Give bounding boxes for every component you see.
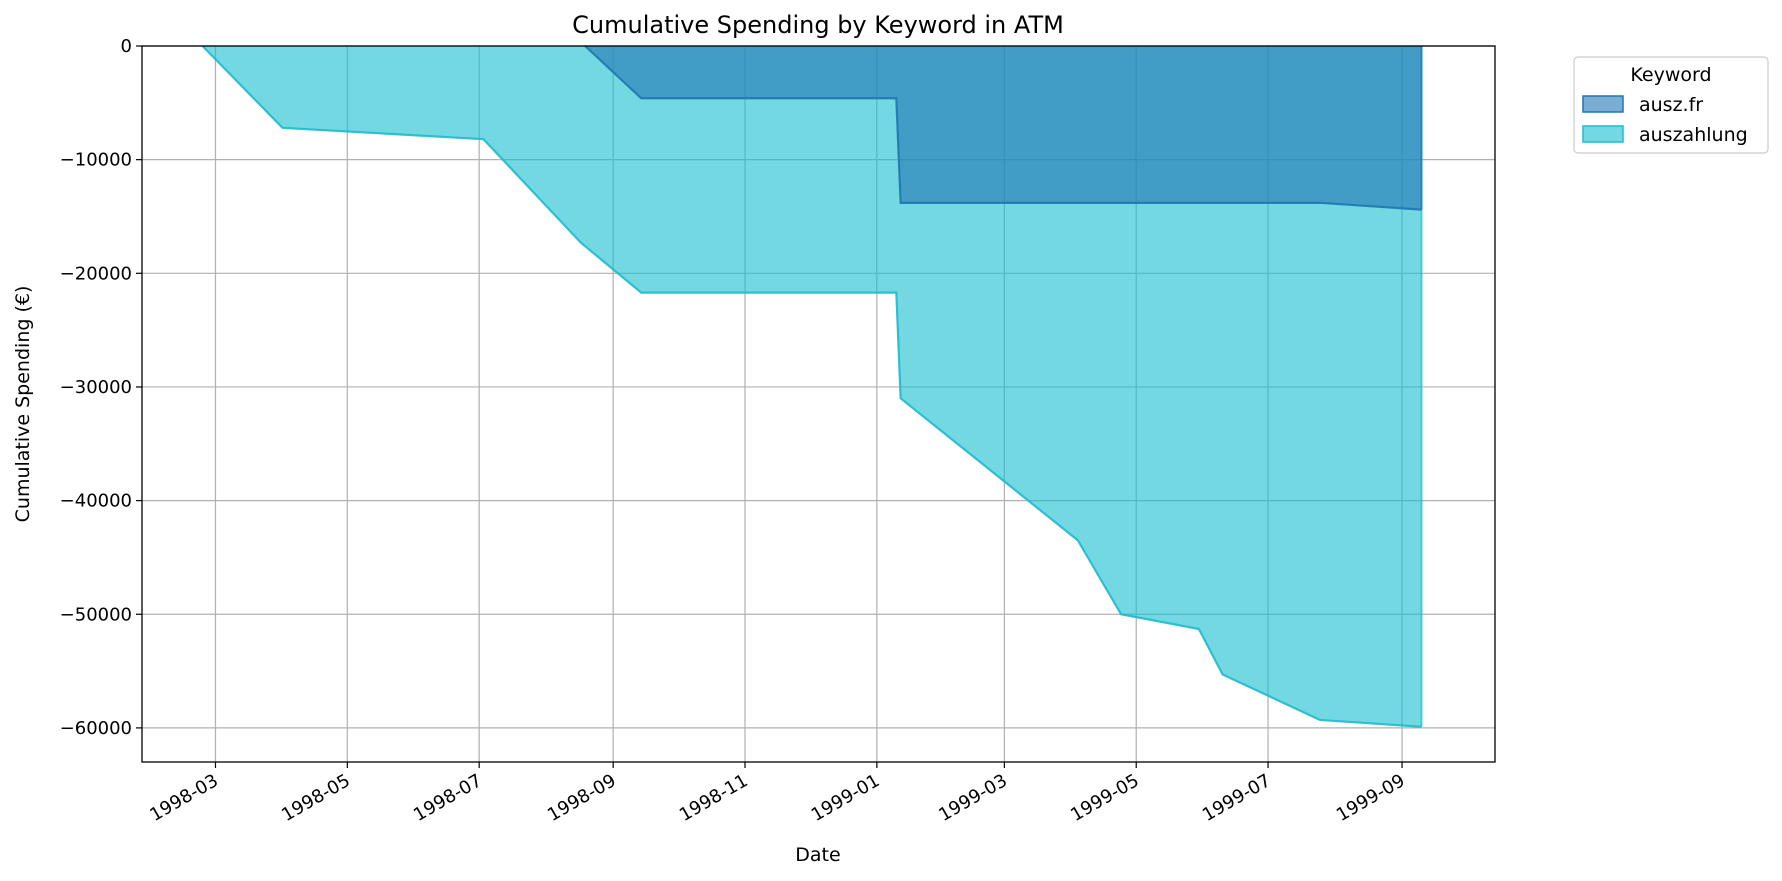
line-ausz-fr <box>584 45 1422 211</box>
legend-swatch-auszahlung <box>1582 125 1624 143</box>
plot-frame <box>141 45 1496 763</box>
area-auszahlung <box>202 46 1422 727</box>
line-auszahlung <box>201 45 1422 728</box>
y-tick-label: −40000 <box>60 491 132 512</box>
legend: Keyword ausz.fr auszahlung <box>1573 56 1769 154</box>
legend-label-auszahlung: auszahlung <box>1639 124 1748 146</box>
y-tick-label: 0 <box>121 36 132 57</box>
y-tick-label: −10000 <box>60 150 132 171</box>
chart-title: Cumulative Spending by Keyword in ATM <box>572 11 1064 39</box>
legend-swatch-ausz-fr <box>1582 95 1624 113</box>
y-tick-label: −20000 <box>60 263 132 284</box>
legend-title: Keyword <box>1630 64 1711 86</box>
area-ausz-fr <box>585 46 1422 210</box>
legend-label-ausz-fr: ausz.fr <box>1639 94 1703 116</box>
y-axis-label: Cumulative Spending (€) <box>12 286 34 523</box>
legend-items: ausz.fr auszahlung <box>1582 94 1748 146</box>
y-axis: 0 −10000 −20000 −30000 −40000 −50000 −60000 <box>60 36 142 739</box>
y-tick-label: −60000 <box>60 718 132 739</box>
x-axis-label: Date <box>795 844 840 866</box>
plot-area <box>201 45 1423 728</box>
y-tick-label: −50000 <box>60 604 132 625</box>
y-tick-label: −30000 <box>60 377 132 398</box>
